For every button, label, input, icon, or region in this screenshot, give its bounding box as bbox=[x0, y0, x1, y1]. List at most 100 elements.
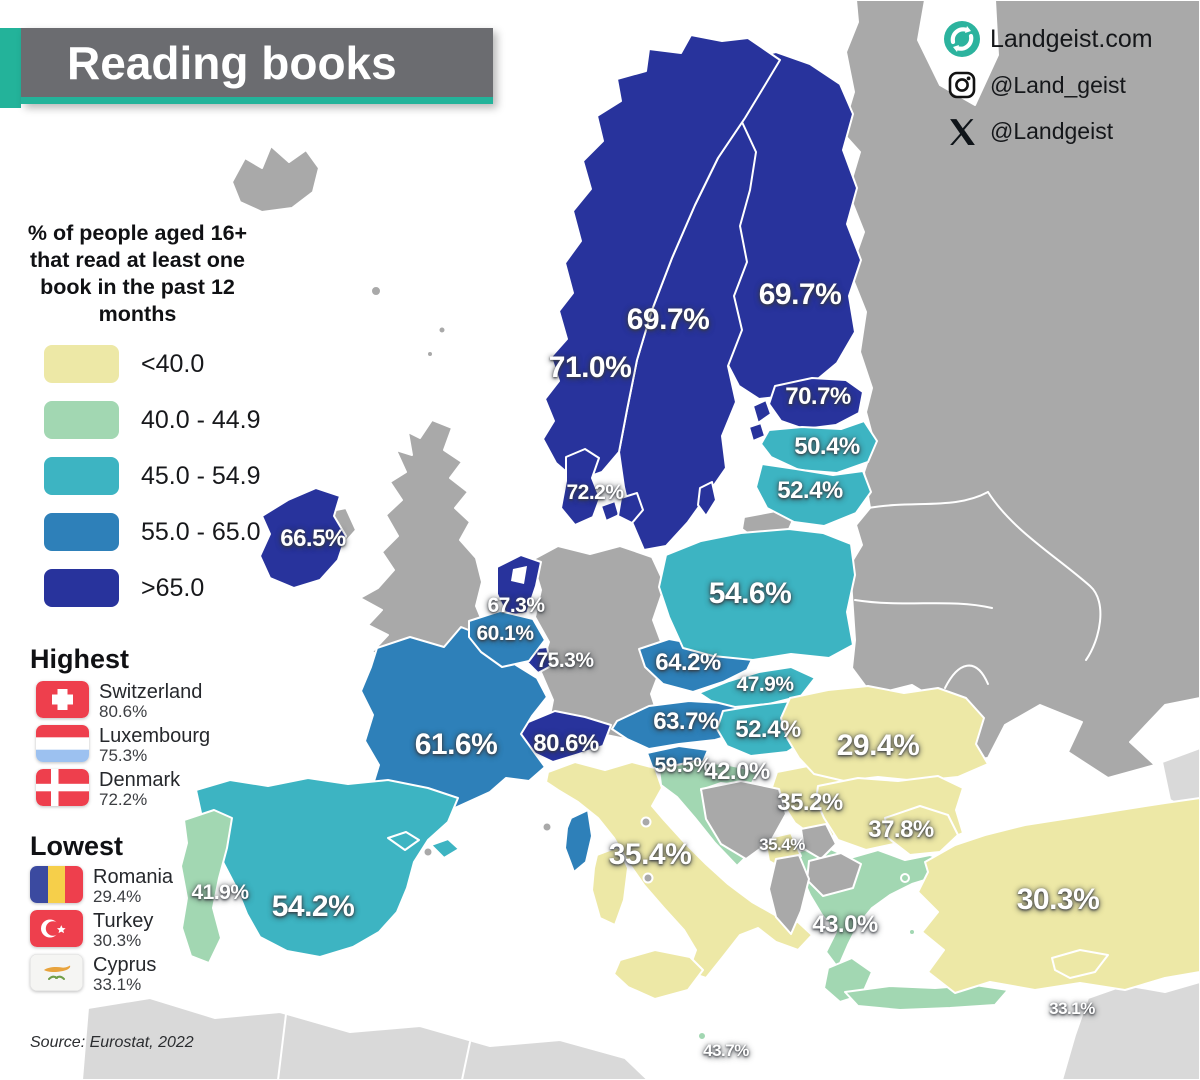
san-marino-dot bbox=[640, 816, 652, 828]
map-label-italy: 35.4% bbox=[608, 838, 692, 871]
legend-label: 40.0 - 44.9 bbox=[141, 405, 261, 434]
country-netherlands bbox=[496, 554, 542, 617]
map-label-belgium: 60.1% bbox=[476, 622, 534, 645]
andorra-dot bbox=[422, 846, 434, 858]
country-name: Switzerland bbox=[99, 681, 203, 703]
legend-item: 55.0 - 65.0 bbox=[44, 513, 261, 551]
map-label-slovakia: 47.9% bbox=[736, 673, 794, 696]
country-value: 30.3% bbox=[93, 931, 142, 950]
highest-row-luxembourg: Luxembourg 75.3% bbox=[36, 725, 211, 764]
map-label-poland: 54.6% bbox=[708, 577, 792, 610]
country-name: Denmark bbox=[99, 769, 181, 791]
region-caucasus bbox=[1161, 747, 1200, 816]
map-label-montenegro: 35.4% bbox=[759, 835, 805, 854]
map-label-bulgaria: 37.8% bbox=[868, 816, 934, 843]
gotland-island bbox=[697, 481, 717, 517]
page-title: Reading books bbox=[67, 37, 397, 89]
country-latvia bbox=[760, 420, 878, 474]
border-ukraine-russia bbox=[987, 491, 1102, 661]
faroe-islands bbox=[370, 285, 382, 297]
corsica-island bbox=[564, 809, 593, 873]
legend-label: <40.0 bbox=[141, 349, 205, 378]
map-label-croatia: 42.0% bbox=[704, 758, 770, 785]
country-portugal bbox=[180, 809, 233, 964]
legend-item: <40.0 bbox=[44, 345, 261, 383]
country-kosovo bbox=[800, 823, 837, 860]
map-label-romania: 29.4% bbox=[836, 729, 920, 762]
country-value: 75.3% bbox=[99, 746, 148, 765]
map-label-denmark: 72.2% bbox=[566, 481, 624, 504]
aegean-island-1 bbox=[900, 873, 910, 883]
title-bar: Reading books bbox=[21, 28, 493, 104]
border-moldova bbox=[944, 664, 989, 689]
africa-border-1 bbox=[277, 1013, 287, 1080]
map-label-greece: 43.0% bbox=[812, 911, 878, 938]
balearic-island-2 bbox=[430, 838, 460, 859]
map-label-portugal: 41.9% bbox=[191, 881, 249, 904]
orkney-islands bbox=[426, 350, 434, 358]
legend-swatch-under-40 bbox=[44, 345, 119, 383]
denmark-zealand bbox=[617, 492, 644, 524]
border-belarus-ukraine bbox=[854, 599, 993, 609]
ijsselmeer bbox=[511, 566, 527, 584]
legend-label: 55.0 - 65.0 bbox=[141, 517, 261, 546]
vatican-dot bbox=[642, 872, 654, 884]
map-label-austria: 63.7% bbox=[653, 708, 719, 735]
map-label-spain: 54.2% bbox=[271, 890, 355, 923]
legend: <40.0 40.0 - 44.9 45.0 - 54.9 55.0 - 65.… bbox=[44, 345, 261, 625]
map-label-estonia: 70.7% bbox=[785, 383, 851, 410]
country-turkey bbox=[917, 797, 1200, 994]
map-label-norway: 71.0% bbox=[548, 351, 632, 384]
country-value: 33.1% bbox=[93, 975, 142, 994]
title-accent-bar bbox=[0, 28, 21, 108]
lowest-row-cyprus: Cyprus 33.1% bbox=[30, 954, 173, 993]
country-spain bbox=[195, 777, 459, 958]
globe-icon bbox=[942, 20, 982, 58]
legend-swatch-55-65 bbox=[44, 513, 119, 551]
highest-list: Switzerland 80.6% Luxembourg 75.3% bbox=[36, 681, 210, 813]
italy-sicily bbox=[613, 949, 704, 1000]
country-denmark bbox=[560, 448, 601, 526]
map-label-netherlands: 67.3% bbox=[487, 594, 545, 617]
map-label-ireland: 66.5% bbox=[280, 525, 346, 552]
cyprus-flag-icon bbox=[30, 954, 83, 991]
country-name: Cyprus bbox=[93, 954, 157, 976]
map-label-czechia: 64.2% bbox=[655, 649, 721, 676]
monaco-dot bbox=[541, 821, 553, 833]
country-name: Romania bbox=[93, 866, 174, 888]
map-label-slovenia: 59.5% bbox=[654, 754, 712, 777]
instagram-icon bbox=[942, 70, 982, 100]
map-label-france: 61.6% bbox=[414, 728, 498, 761]
country-estonia bbox=[768, 377, 864, 430]
map-label-finland: 69.7% bbox=[758, 278, 842, 311]
country-lithuania bbox=[755, 463, 872, 527]
country-italy bbox=[545, 761, 813, 979]
estonia-island-1 bbox=[752, 399, 772, 424]
legend-item: 40.0 - 44.9 bbox=[44, 401, 261, 439]
branding-block: Landgeist.com @Land_geist @Landgeist bbox=[942, 20, 1153, 158]
country-cyprus bbox=[1051, 949, 1109, 979]
balearic-island-1 bbox=[387, 831, 420, 851]
country-bosnia bbox=[700, 780, 787, 860]
legend-swatch-over-65 bbox=[44, 569, 119, 607]
branding-instagram: @Land_geist bbox=[942, 66, 1153, 104]
source-note: Source: Eurostat, 2022 bbox=[30, 1034, 194, 1051]
lowest-row-turkey: Turkey 30.3% bbox=[30, 910, 173, 949]
map-label-hungary: 52.4% bbox=[735, 716, 801, 743]
map-label-switzerland: 80.6% bbox=[533, 730, 599, 757]
country-name: Luxembourg bbox=[99, 725, 211, 747]
x-handle: @Landgeist bbox=[990, 117, 1114, 144]
map-label-luxembourg: 75.3% bbox=[536, 649, 594, 672]
turkey-thrace bbox=[884, 805, 959, 856]
lowest-list: Romania 29.4% Turkey 30.3% bbox=[30, 866, 173, 998]
map-label-sweden: 69.7% bbox=[626, 303, 710, 336]
highest-row-switzerland: Switzerland 80.6% bbox=[36, 681, 210, 720]
italy-sardinia bbox=[591, 846, 629, 926]
legend-item: 45.0 - 54.9 bbox=[44, 457, 261, 495]
legend-label: 45.0 - 54.9 bbox=[141, 461, 261, 490]
lowest-row-romania: Romania 29.4% bbox=[30, 866, 174, 905]
turkey-flag-icon bbox=[30, 910, 83, 947]
map-label-lithuania: 52.4% bbox=[777, 477, 843, 504]
